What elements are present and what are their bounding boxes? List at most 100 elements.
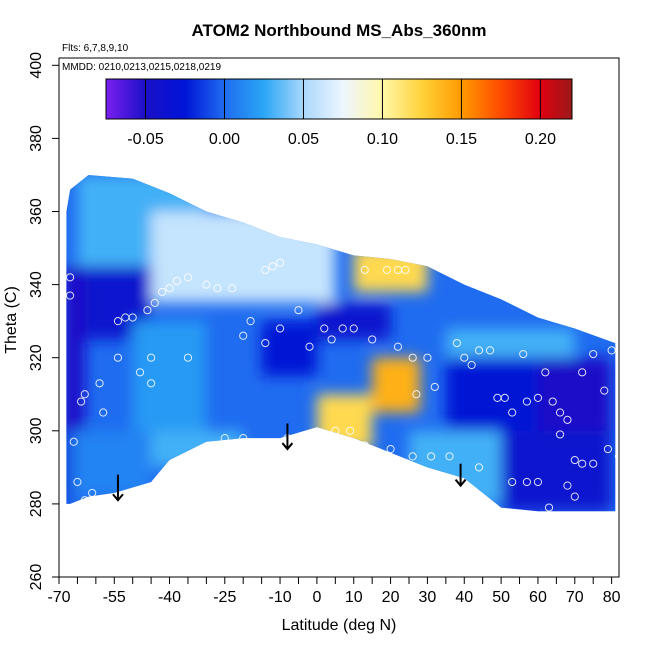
field-cell <box>66 430 71 504</box>
sample-point <box>603 444 613 454</box>
field-cell <box>132 321 207 431</box>
x-tick-label: -25 <box>213 589 236 606</box>
field-patches <box>66 175 612 512</box>
x-axis-label: Latitude (deg N) <box>282 617 397 634</box>
colorbar-tick-label: 0.15 <box>446 131 477 148</box>
sample-point <box>80 496 89 505</box>
field-cell <box>151 211 336 303</box>
sample-point <box>401 265 410 275</box>
sample-point <box>474 463 484 472</box>
sample-point <box>607 346 616 355</box>
sample-point <box>578 368 587 377</box>
sample-point <box>80 390 89 399</box>
y-tick-label: 400 <box>28 52 45 79</box>
sample-point <box>275 324 285 333</box>
x-tick-label: -55 <box>103 589 126 606</box>
sample-point <box>345 426 355 435</box>
sample-point <box>589 459 598 468</box>
sample-point <box>113 317 123 326</box>
sample-point <box>309 434 318 443</box>
sample-point <box>305 342 314 351</box>
sample-point <box>172 276 181 286</box>
sample-point <box>408 452 417 461</box>
sample-points <box>65 258 624 512</box>
sample-point <box>65 291 75 300</box>
field-cell <box>501 430 612 512</box>
sample-point <box>541 368 550 377</box>
sample-point <box>452 338 461 348</box>
colorbar-tick-label: -0.05 <box>127 131 164 148</box>
field-cell <box>261 321 317 376</box>
dates-subtitle: MMDD: 0210,0213,0215,0218,0219 <box>62 62 221 73</box>
x-tick-label: 20 <box>382 589 400 606</box>
sample-point <box>474 346 484 355</box>
sample-point <box>165 477 174 487</box>
x-axis: -70 -55 -40 -25 -10 0 10 20 30 40 50 60 70 80 <box>47 577 621 606</box>
y-axis-label: Theta (C) <box>3 286 20 354</box>
sample-point <box>128 313 137 322</box>
x-tick-label: -10 <box>268 589 291 606</box>
sample-point <box>147 353 156 362</box>
sample-point <box>555 408 565 417</box>
sample-point <box>99 408 108 417</box>
sample-point <box>522 477 531 487</box>
sample-point <box>467 360 476 370</box>
sample-point <box>73 477 82 487</box>
sample-point <box>360 441 369 450</box>
sample-point <box>578 459 587 468</box>
arrow-head <box>112 493 124 502</box>
y-axis: 260 280 300 320 340 360 380 400 <box>28 52 59 590</box>
sample-point <box>408 353 417 362</box>
sample-point <box>220 434 229 443</box>
sample-point <box>412 390 421 399</box>
sample-point <box>320 430 329 439</box>
sample-point <box>533 393 543 403</box>
sample-point <box>548 397 557 406</box>
sample-point <box>544 503 554 512</box>
x-tick-label: 70 <box>566 589 584 606</box>
sample-point <box>77 397 86 406</box>
sample-point <box>368 335 377 344</box>
sample-point <box>570 492 579 501</box>
sample-point <box>460 353 469 362</box>
colorbar-tick-label: 0.05 <box>288 131 319 148</box>
sample-point <box>113 353 123 362</box>
sample-point <box>555 430 565 439</box>
field-cell <box>537 357 612 431</box>
field-cell <box>445 357 538 431</box>
field-cell <box>445 328 575 358</box>
x-tick-label: 0 <box>312 589 321 606</box>
sample-point <box>430 382 439 392</box>
sample-point <box>183 273 193 282</box>
colorbar-tick-label: 0.10 <box>367 131 398 148</box>
sample-point <box>589 349 598 359</box>
field-cell <box>316 394 373 450</box>
sample-point <box>320 324 329 333</box>
sample-point <box>427 452 436 461</box>
sample-point <box>228 284 237 293</box>
x-tick-label: -70 <box>47 589 70 606</box>
y-tick-label: 380 <box>28 125 45 152</box>
y-tick-label: 260 <box>28 564 45 591</box>
x-tick-label: 40 <box>455 589 473 606</box>
colorbar-ticks: -0.05 0.00 0.05 0.10 0.15 0.20 <box>127 79 556 148</box>
sample-point <box>519 349 528 359</box>
field-cell <box>73 430 152 497</box>
sample-point <box>331 426 340 435</box>
field-cell <box>66 266 85 431</box>
x-tick-label: 10 <box>345 589 363 606</box>
colorbar-tick-label: 0.00 <box>209 131 240 148</box>
sample-point <box>563 415 572 424</box>
sample-point <box>393 342 403 351</box>
y-tick-label: 360 <box>28 198 45 225</box>
sample-point <box>135 368 145 377</box>
sample-point <box>445 452 454 461</box>
sample-point <box>349 324 358 333</box>
colorbar-tick-label: 0.20 <box>525 131 556 148</box>
sample-point <box>147 379 156 388</box>
colorbar-strip <box>105 78 573 120</box>
sample-point <box>600 386 609 395</box>
sample-point <box>382 265 391 275</box>
arrow-head <box>454 478 467 488</box>
x-tick-label: -40 <box>158 589 181 606</box>
